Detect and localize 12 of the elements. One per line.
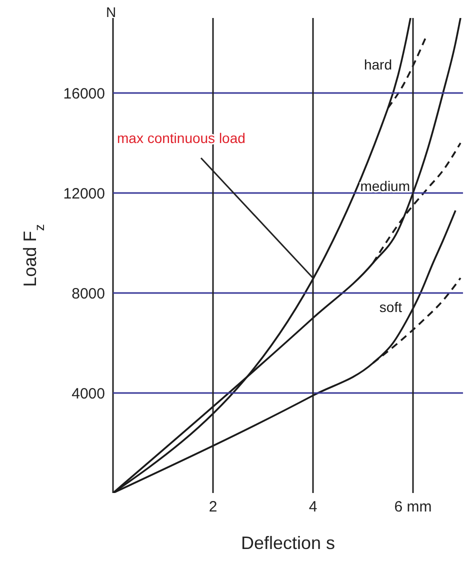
- x-tick-label: 2: [208, 498, 218, 516]
- x-tick-label: 6 mm: [394, 498, 432, 516]
- series-label: soft: [379, 299, 402, 315]
- series-label: hard: [364, 56, 392, 72]
- annotation: N: [106, 4, 116, 20]
- series-label: medium: [360, 178, 410, 194]
- y-tick-label: 12000: [63, 185, 105, 202]
- x-axis-title: Deflection s: [240, 533, 336, 553]
- y-tick-label: 8000: [72, 285, 105, 302]
- y-tick-label: 16000: [63, 85, 105, 102]
- y-tick-label: 4000: [72, 385, 105, 402]
- x-tick-label: 4: [308, 498, 318, 516]
